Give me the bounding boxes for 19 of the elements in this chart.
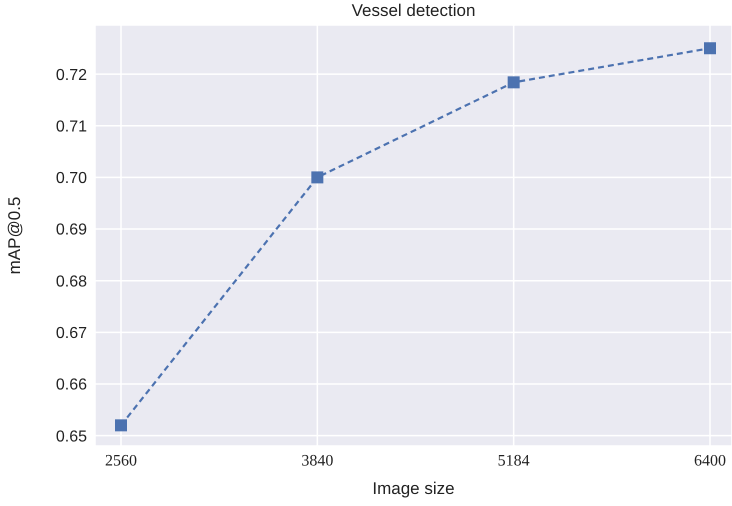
y-tick-label: 0.70 [56, 170, 88, 188]
y-tick-label: 0.66 [56, 376, 88, 394]
y-tick-label: 0.71 [56, 118, 88, 136]
y-tick-label: 0.72 [56, 66, 88, 84]
y-axis-title: mAP@0.5 [5, 196, 24, 274]
point [311, 171, 324, 184]
point [704, 42, 716, 54]
x-tick-label: 3840 [301, 452, 334, 470]
x-axis-title: Image size [372, 479, 455, 498]
x-tick-label: 2560 [105, 452, 137, 470]
x-tick-label: 6400 [694, 452, 726, 470]
x-tick-label: 5184 [498, 452, 530, 470]
point [115, 419, 127, 432]
y-tick-label: 0.67 [56, 325, 88, 342]
point [508, 76, 520, 88]
y-tick-label: 0.68 [56, 273, 88, 290]
y-tick-label: 0.69 [56, 222, 88, 239]
chart-title: Vessel detection [350, 1, 476, 21]
y-tick-label: 0.65 [56, 428, 88, 446]
